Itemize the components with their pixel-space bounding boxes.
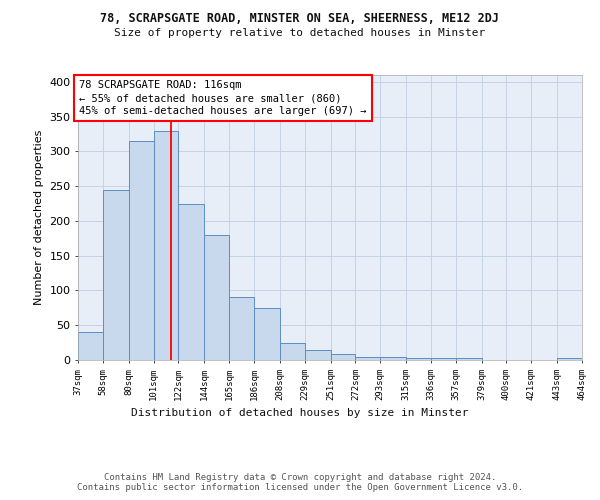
Bar — [229, 298, 254, 360]
Text: Contains HM Land Registry data © Crown copyright and database right 2024.
Contai: Contains HM Land Registry data © Crown c… — [77, 473, 523, 492]
Bar — [331, 354, 355, 360]
Bar — [305, 350, 331, 360]
Text: 78 SCRAPSGATE ROAD: 116sqm
← 55% of detached houses are smaller (860)
45% of sem: 78 SCRAPSGATE ROAD: 116sqm ← 55% of deta… — [79, 80, 367, 116]
Bar — [456, 358, 482, 360]
Bar — [355, 356, 380, 360]
Text: 78, SCRAPSGATE ROAD, MINSTER ON SEA, SHEERNESS, ME12 2DJ: 78, SCRAPSGATE ROAD, MINSTER ON SEA, SHE… — [101, 12, 499, 26]
Bar — [129, 141, 154, 360]
Bar — [103, 190, 129, 360]
Bar — [380, 356, 406, 360]
Text: Distribution of detached houses by size in Minster: Distribution of detached houses by size … — [131, 408, 469, 418]
Bar — [254, 308, 280, 360]
Bar — [431, 358, 456, 360]
Bar — [78, 332, 103, 360]
Bar — [154, 130, 178, 360]
Bar — [204, 235, 229, 360]
Bar — [557, 358, 582, 360]
Text: Size of property relative to detached houses in Minster: Size of property relative to detached ho… — [115, 28, 485, 38]
Bar — [178, 204, 204, 360]
Bar — [406, 358, 431, 360]
Y-axis label: Number of detached properties: Number of detached properties — [34, 130, 44, 305]
Bar — [280, 342, 305, 360]
